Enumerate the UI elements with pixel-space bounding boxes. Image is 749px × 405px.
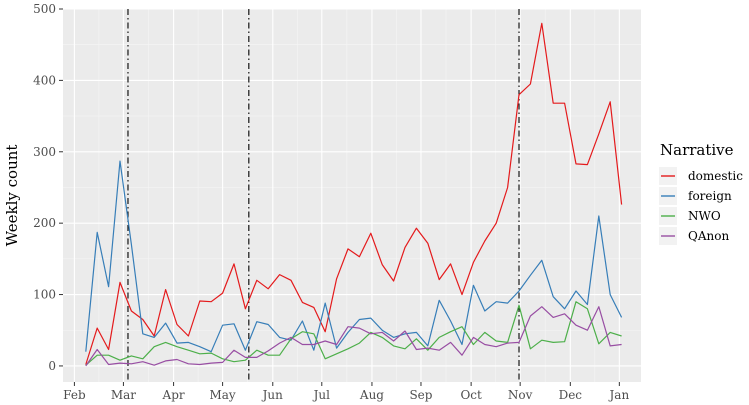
legend-label-nwo: NWO	[688, 209, 721, 223]
series-line-domestic	[85, 22, 623, 365]
legend: Narrative domestic foreign NWO QAnon	[659, 141, 743, 245]
x-tick-label: Jan	[607, 388, 629, 402]
x-tick-label: Apr	[162, 388, 185, 402]
legend-title: Narrative	[660, 141, 734, 159]
legend-label-qanon: QAnon	[688, 229, 729, 243]
event-reference-lines	[127, 9, 520, 382]
x-tick-label: Nov	[508, 388, 533, 402]
y-axis: 0 100 200 300 400 500	[33, 2, 63, 373]
series-line-foreign	[85, 160, 623, 353]
x-tick-label: Oct	[460, 388, 482, 402]
y-axis-title: Weekly count	[3, 145, 21, 247]
x-tick-label: Aug	[359, 388, 384, 402]
x-tick-label: Feb	[63, 388, 86, 402]
plot-panel	[63, 9, 641, 382]
legend-label-foreign: foreign	[688, 189, 732, 203]
y-tick-label: 100	[33, 288, 56, 302]
x-tick-label: Sep	[409, 388, 432, 402]
y-tick-label: 300	[33, 145, 56, 159]
x-tick-label: Jun	[261, 388, 284, 402]
legend-label-domestic: domestic	[688, 169, 743, 183]
x-tick-label: Jul	[312, 388, 331, 402]
y-tick-label: 400	[33, 73, 56, 87]
y-tick-label: 500	[33, 2, 56, 16]
x-tick-label: Dec	[559, 388, 583, 402]
minor-gridlines	[63, 9, 641, 382]
series-line-nwo	[85, 301, 622, 366]
series-lines	[85, 22, 623, 367]
y-tick-label: 200	[33, 216, 56, 230]
y-tick-label: 0	[48, 359, 56, 373]
x-tick-label: Mar	[111, 388, 136, 402]
x-axis: Feb Mar Apr May Jun Jul Aug Sep Oct Nov Dec Jan	[63, 382, 629, 402]
series-line-qanon	[85, 306, 622, 367]
x-tick-label: May	[209, 388, 235, 402]
